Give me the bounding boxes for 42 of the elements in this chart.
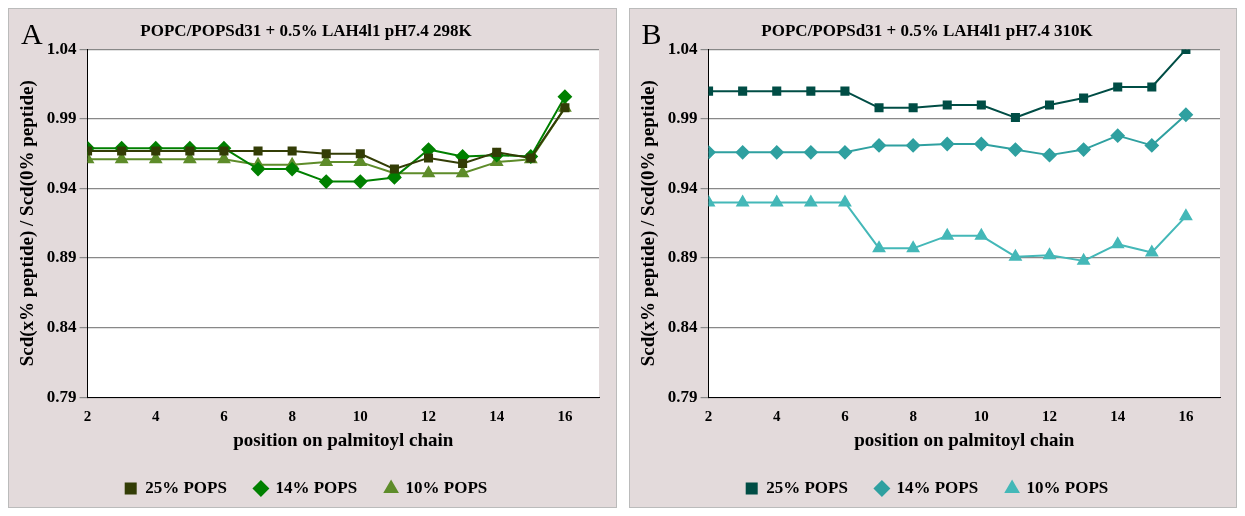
chart-title: POPC/POPSd31 + 0.5% LAH4l1 pH7.4 310K bbox=[760, 20, 1093, 40]
x-tick-label: 16 bbox=[1177, 408, 1194, 425]
y-tick-label: 0.84 bbox=[667, 317, 698, 337]
x-axis-title: position on palmitoyl chain bbox=[853, 428, 1075, 450]
x-axis-title: position on palmitoyl chain bbox=[233, 428, 454, 450]
legend-label: 10% POPS bbox=[405, 477, 488, 497]
legend-label: 25% POPS bbox=[765, 477, 848, 497]
x-tick-label: 16 bbox=[557, 408, 573, 425]
x-tick-label: 12 bbox=[421, 408, 437, 425]
legend-label: 25% POPS bbox=[145, 477, 227, 497]
legend-label: 14% POPS bbox=[275, 477, 358, 497]
chart-title: POPC/POPSd31 + 0.5% LAH4l1 pH7.4 298K bbox=[140, 20, 473, 40]
y-tick-label: 0.94 bbox=[46, 177, 78, 197]
y-tick-label: 0.99 bbox=[667, 108, 698, 128]
y-tick-label: 0.79 bbox=[46, 386, 77, 406]
y-tick-label: 1.04 bbox=[667, 38, 698, 58]
x-tick-label: 4 bbox=[772, 408, 781, 425]
x-tick-label: 10 bbox=[973, 408, 989, 425]
x-tick-label: 10 bbox=[352, 408, 368, 425]
y-tick-label: 0.89 bbox=[46, 247, 77, 267]
y-tick-label: 1.04 bbox=[46, 38, 78, 58]
y-tick-label: 0.94 bbox=[667, 177, 698, 197]
text: B bbox=[641, 17, 662, 51]
x-tick-label: 6 bbox=[840, 408, 849, 425]
y-tick-label: 0.79 bbox=[667, 386, 698, 406]
x-tick-label: 2 bbox=[704, 408, 712, 425]
x-tick-label: 2 bbox=[83, 408, 92, 425]
y-tick-label: 0.99 bbox=[46, 108, 77, 128]
y-tick-label: 0.89 bbox=[667, 247, 698, 267]
text: A bbox=[21, 17, 43, 51]
y-axis-title: Scd(x% peptide) / Scd(0% peptide) bbox=[636, 80, 659, 367]
x-tick-label: 12 bbox=[1041, 408, 1057, 425]
x-tick-label: 6 bbox=[220, 408, 229, 425]
x-tick-label: 14 bbox=[489, 408, 505, 425]
x-tick-label: 4 bbox=[151, 408, 160, 425]
y-axis-title: Scd(x% peptide) / Scd(0% peptide) bbox=[16, 80, 39, 367]
x-tick-label: 8 bbox=[908, 408, 917, 425]
x-tick-label: 8 bbox=[288, 408, 296, 425]
x-tick-label: 14 bbox=[1109, 408, 1126, 425]
y-tick-label: 0.84 bbox=[46, 317, 78, 337]
legend-label: 14% POPS bbox=[895, 477, 978, 497]
legend-label: 10% POPS bbox=[1026, 477, 1108, 497]
